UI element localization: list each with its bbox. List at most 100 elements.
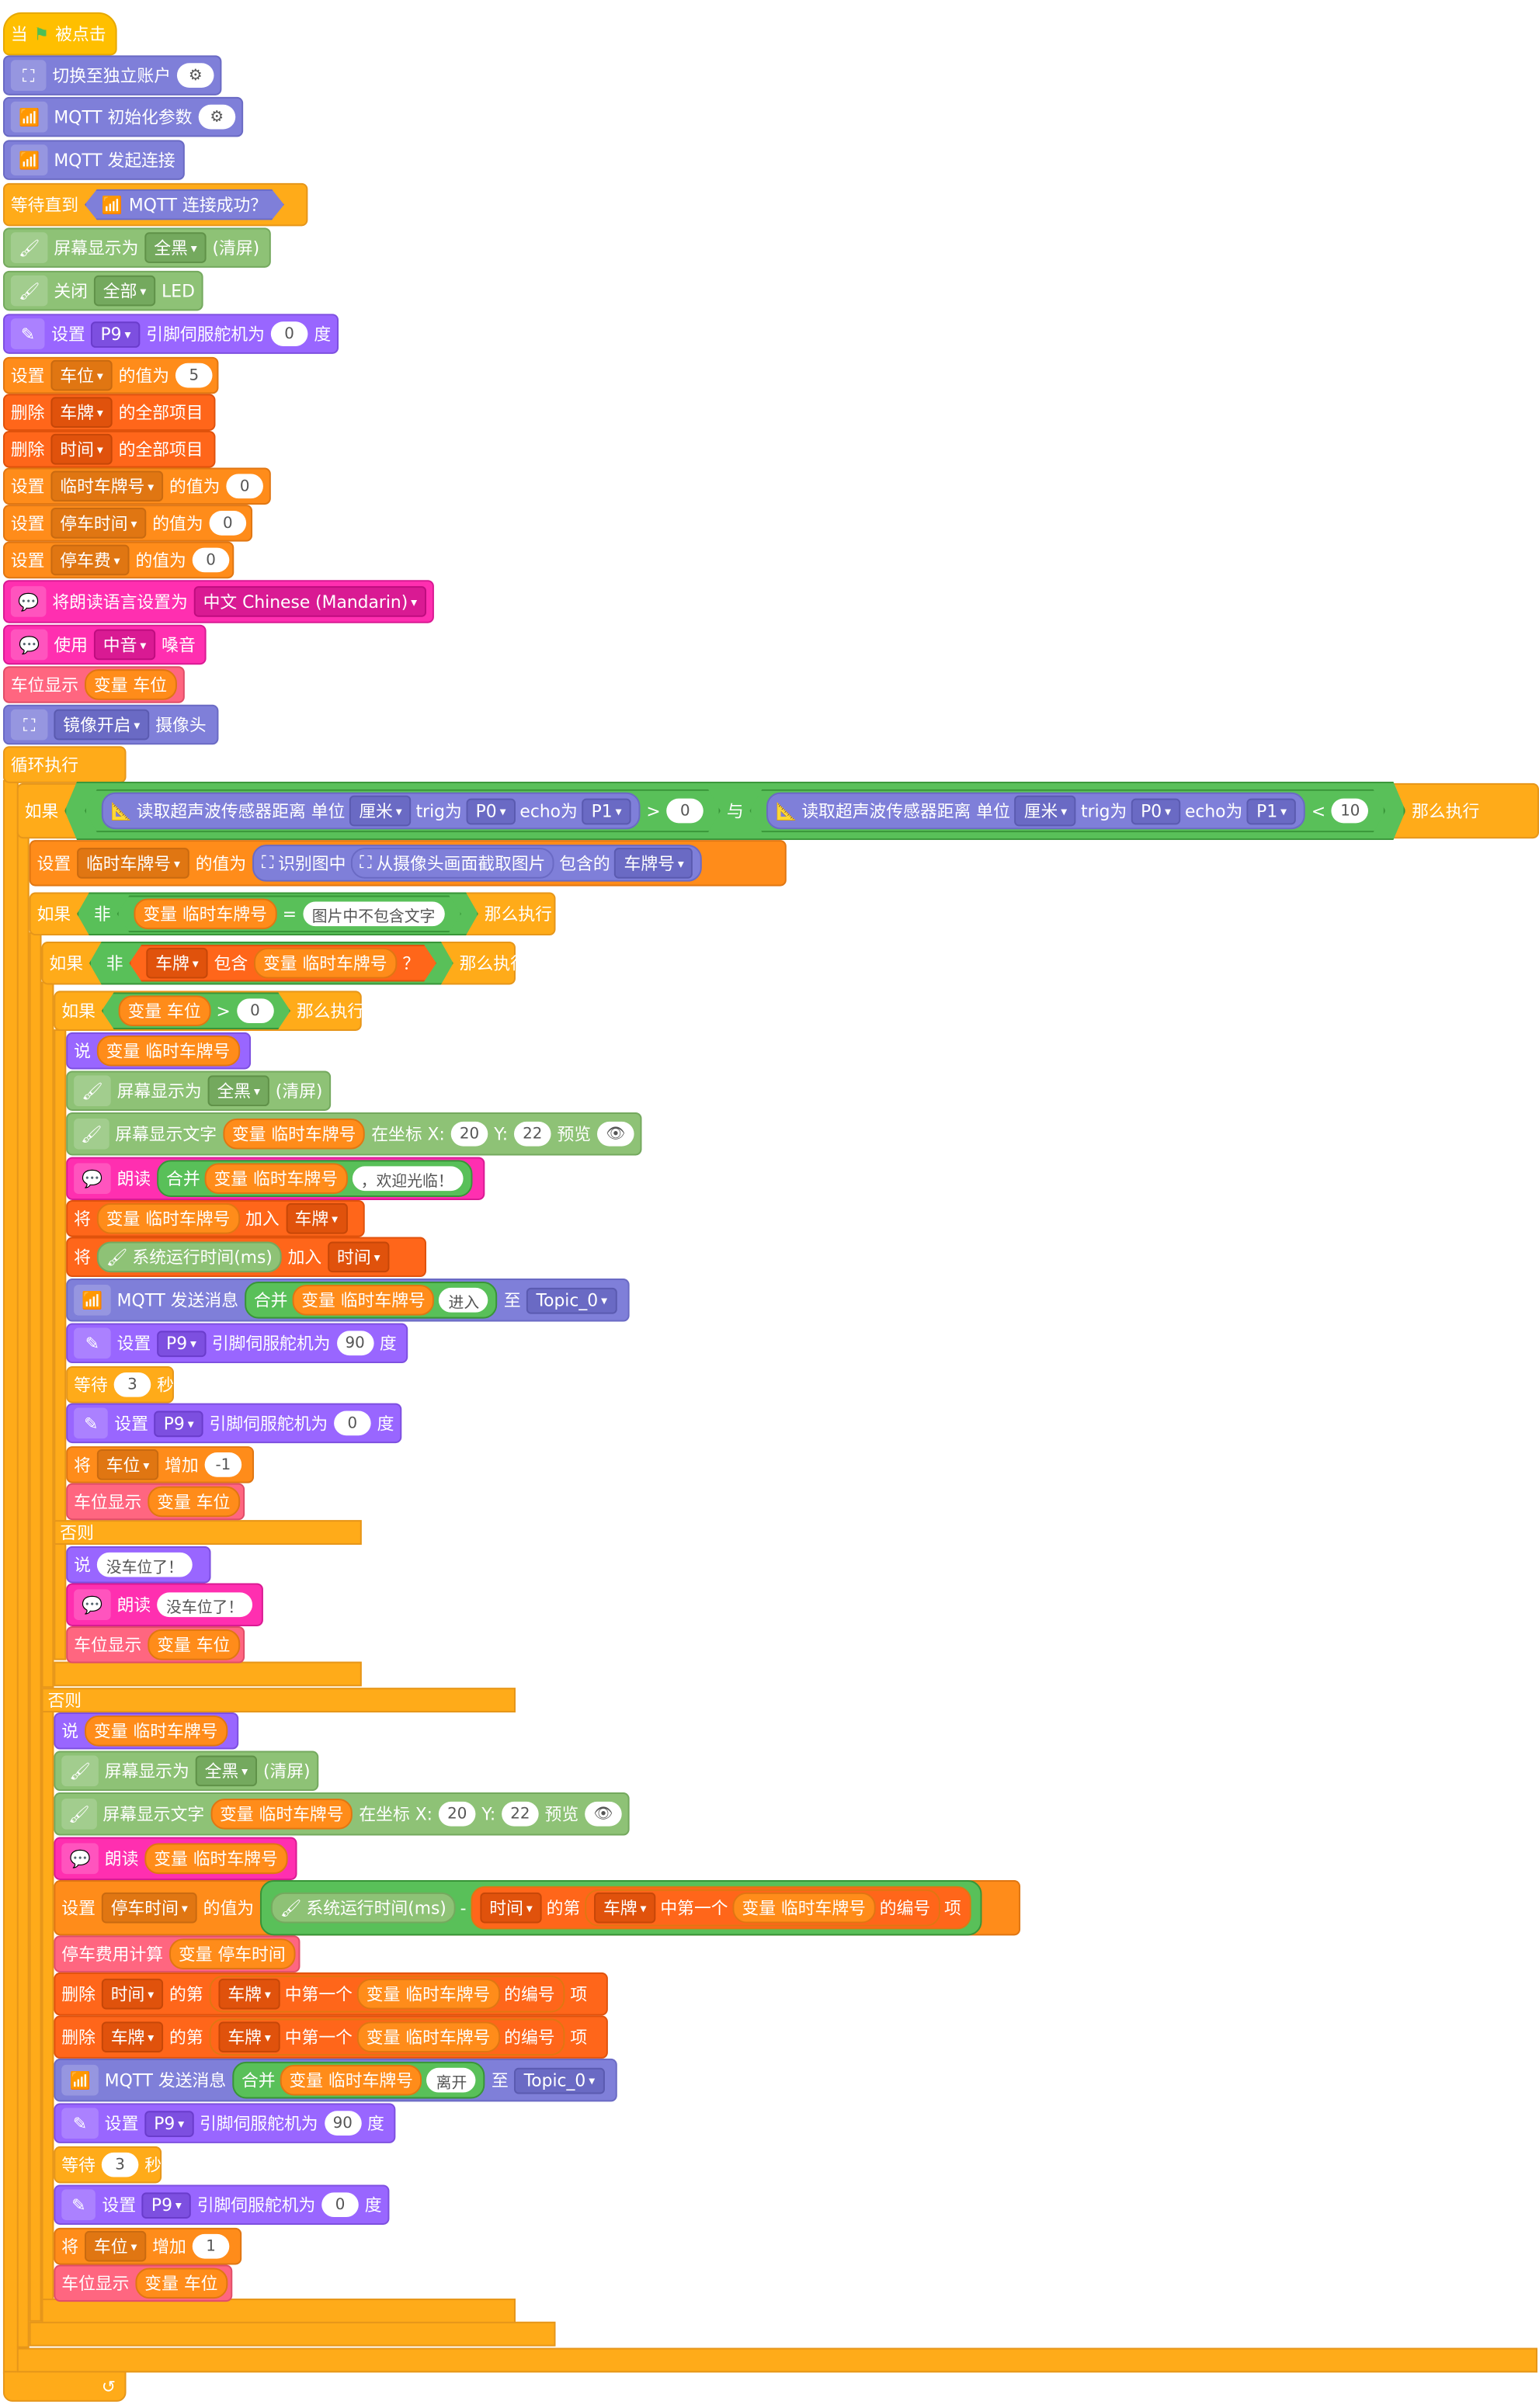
if-space-gt-0-block[interactable]: 如果 变量 车位 > 0 那么执行 [54, 991, 364, 1031]
compare-input[interactable]: 0 [667, 799, 704, 824]
servo-set-0-block[interactable]: ✎ 设置 P9 引脚伺服舵机为 0 度 [66, 1403, 402, 1444]
add-plate-to-list-block[interactable]: 将 变量 临时车牌号 加入 车牌 [66, 1199, 365, 1237]
compare-input[interactable]: 10 [1332, 799, 1369, 824]
mirror-camera-block[interactable]: ⛶ 镜像开启 摄像头 [2, 704, 219, 745]
variable-dropdown[interactable]: 车位 [85, 2230, 147, 2262]
say-temp-plate-block[interactable]: 说 变量 临时车牌号 [66, 1032, 252, 1070]
list-item-reporter[interactable]: 时间 的第 车牌 中第一个 变量 临时车牌号 的编号 项 [471, 1886, 971, 1930]
var-temp-plate-reporter[interactable]: 变量 临时车牌号 [732, 1892, 875, 1924]
list-dropdown[interactable]: 时间 [101, 1978, 164, 2010]
color-dropdown[interactable]: 全黑 [195, 1755, 258, 1787]
screen-display-text-block[interactable]: 🖌 屏幕显示文字 变量 临时车牌号 在坐标 X: 20 Y: 22 预览 👁 [66, 1112, 642, 1156]
gt-condition[interactable]: 📐 读取超声波传感器距离 单位 厘米 trig为 P0 echo为 P1 > 0 [85, 789, 721, 832]
compare-input[interactable]: 0 [237, 998, 274, 1023]
mirror-dropdown[interactable]: 镜像开启 [54, 709, 150, 741]
space-display-block[interactable]: 车位显示 变量 车位 [66, 1626, 245, 1664]
read-ultrasonic-reporter[interactable]: 📐 读取超声波传感器距离 单位 厘米 trig为 P0 echo为 P1 [102, 793, 641, 830]
variable-dropdown[interactable]: 车位 [96, 1449, 159, 1480]
y-input[interactable]: 22 [502, 1801, 539, 1827]
delete-time-item-block[interactable]: 删除 时间 的第 车牌 中第一个 变量 临时车牌号 的编号 项 [54, 1972, 608, 2016]
welcome-text-input[interactable]: ，欢迎光临！ [351, 1166, 463, 1192]
sys-time-reporter[interactable]: 🖌 系统运行时间(ms) [270, 1892, 456, 1924]
mqtt-send-enter-block[interactable]: 📶 MQTT 发送消息 合并 变量 临时车牌号 进入 至 Topic_0 [66, 1279, 630, 1322]
subtract-reporter[interactable]: 🖌 系统运行时间(ms) - 时间 的第 车牌 中第一个 变量 临时车牌号 的编… [259, 1880, 981, 1936]
angle-input[interactable]: 0 [321, 2192, 359, 2218]
topic-dropdown[interactable]: Topic_0 [514, 2066, 605, 2094]
if-ultrasonic-block[interactable]: 如果 📐 读取超声波传感器距离 单位 厘米 trig为 P0 echo为 P1 … [16, 783, 1539, 838]
space-display-block[interactable]: 车位显示 变量 车位 [54, 2264, 233, 2302]
variable-dropdown[interactable]: 车位 [50, 359, 113, 391]
variable-dropdown[interactable]: 停车时间 [101, 1892, 197, 1924]
pin-dropdown[interactable]: P9 [154, 1410, 203, 1437]
recognize-type-dropdown[interactable]: 车牌号 [614, 848, 693, 879]
value-input[interactable]: 0 [209, 511, 247, 536]
not-condition[interactable]: 非 变量 临时车牌号 = 图片中不包含文字 [77, 893, 478, 935]
servo-set-0-block[interactable]: ✎ 设置 P9 引脚伺服舵机为 0 度 [54, 2184, 390, 2225]
recognize-reporter[interactable]: ⛶ 识别图中 ⛶ 从摄像头画面截取图片 包含的 车牌号 [252, 845, 703, 882]
var-temp-plate-reporter[interactable]: 变量 临时车牌号 [356, 1978, 500, 2010]
variable-dropdown[interactable]: 临时车牌号 [50, 470, 164, 502]
angle-input[interactable]: 0 [334, 1410, 371, 1436]
list-dropdown[interactable]: 时间 [50, 433, 113, 465]
list-dropdown[interactable]: 车牌 [594, 1892, 656, 1924]
join-reporter[interactable]: 合并 变量 临时车牌号 ，欢迎光临！ [157, 1160, 472, 1197]
close-led-block[interactable]: 🖌 关闭 全部 LED [2, 270, 203, 311]
set-space-block[interactable]: 设置 车位 的值为 5 [2, 356, 219, 394]
set-parking-time-block[interactable]: 设置 停车时间 的值为 0 [2, 505, 253, 542]
angle-input[interactable]: 90 [324, 2111, 362, 2136]
eye-icon[interactable]: 👁 [597, 1121, 634, 1147]
pin-dropdown[interactable]: P9 [144, 2110, 194, 2137]
say-temp-plate-block[interactable]: 说 变量 临时车牌号 [54, 1712, 239, 1750]
var-temp-plate-reporter[interactable]: 变量 临时车牌号 [254, 948, 396, 979]
screen-show-black-block[interactable]: 🖌 屏幕显示为 全黑 (清屏) [66, 1070, 332, 1112]
space-display-block[interactable]: 车位显示 变量 车位 [66, 1483, 245, 1521]
change-space-plus-block[interactable]: 将 车位 增加 1 [54, 2227, 242, 2265]
variable-dropdown[interactable]: 停车费 [50, 544, 130, 576]
eye-icon[interactable]: 👁 [585, 1801, 622, 1827]
when-flag-clicked-hat[interactable]: 当 ⚑ 被点击 [2, 12, 117, 56]
unit-dropdown[interactable]: 厘米 [1015, 796, 1076, 827]
var-temp-plate-reporter[interactable]: 变量 临时车牌号 [210, 1798, 353, 1830]
read-ultrasonic-reporter[interactable]: 📐 读取超声波传感器距离 单位 厘米 trig为 P0 echo为 P1 [766, 793, 1305, 830]
var-space-reporter[interactable]: 变量 车位 [148, 1629, 240, 1660]
set-parking-time-calc-block[interactable]: 设置 停车时间 的值为 🖌 系统运行时间(ms) - 时间 的第 车牌 中第一个… [54, 1880, 1021, 1936]
y-input[interactable]: 22 [513, 1121, 551, 1147]
var-space-reporter[interactable]: 变量 车位 [135, 2267, 228, 2299]
speak-welcome-block[interactable]: 💬 朗读 合并 变量 临时车牌号 ，欢迎光临！ [66, 1157, 485, 1200]
var-temp-plate-reporter[interactable]: 变量 临时车牌号 [280, 2064, 422, 2096]
servo-set-90-block[interactable]: ✎ 设置 P9 引脚伺服舵机为 90 度 [66, 1323, 408, 1364]
angle-input[interactable]: 90 [336, 1331, 373, 1356]
var-parking-time-reporter[interactable]: 变量 停车时间 [169, 1938, 295, 1969]
color-dropdown[interactable]: 全黑 [207, 1075, 269, 1107]
servo-set-90-block[interactable]: ✎ 设置 P9 引脚伺服舵机为 90 度 [54, 2103, 396, 2143]
var-temp-plate-reporter[interactable]: 变量 临时车牌号 [144, 1843, 287, 1875]
voice-dropdown[interactable]: 中音 [93, 629, 156, 661]
switch-account-block[interactable]: ⛶ 切换至独立账户 ⚙ [2, 55, 222, 95]
list-dropdown[interactable]: 车牌 [218, 2021, 280, 2052]
list-dropdown[interactable]: 车牌 [218, 1978, 280, 2010]
use-voice-block[interactable]: 💬 使用 中音 嗓音 [2, 624, 207, 665]
speak-temp-plate-block[interactable]: 💬 朗读 变量 临时车牌号 [54, 1837, 297, 1881]
gt-condition[interactable]: 变量 车位 > 0 [102, 992, 290, 1029]
increase-input[interactable]: 1 [192, 2233, 230, 2259]
set-temp-plate-block[interactable]: 设置 临时车牌号 的值为 0 [2, 467, 271, 505]
var-temp-plate-reporter[interactable]: 变量 临时车牌号 [85, 1715, 228, 1747]
fee-calc-block[interactable]: 停车费用计算 变量 停车时间 [54, 1935, 301, 1973]
wait-until-block[interactable]: 等待直到 📶 MQTT 连接成功？ [2, 182, 308, 227]
delete-plate-item-block[interactable]: 删除 车牌 的第 车牌 中第一个 变量 临时车牌号 的编号 项 [54, 2015, 608, 2059]
mqtt-init-block[interactable]: 📶 MQTT 初始化参数 ⚙ [2, 96, 244, 137]
sys-time-reporter[interactable]: 🖌 系统运行时间(ms) [96, 1241, 282, 1273]
unit-dropdown[interactable]: 厘米 [349, 796, 411, 827]
compare-text-input[interactable]: 图片中不包含文字 [303, 901, 444, 926]
equals-condition[interactable]: 变量 临时车牌号 = 图片中不包含文字 [117, 896, 461, 933]
say-text-input[interactable]: 没车位了！ [96, 1552, 193, 1577]
mqtt-connected-condition[interactable]: 📶 MQTT 连接成功？ [85, 189, 284, 220]
trig-pin-dropdown[interactable]: P0 [467, 798, 516, 824]
leave-text-input[interactable]: 离开 [426, 2067, 477, 2093]
var-temp-plate-reporter[interactable]: 变量 临时车牌号 [96, 1035, 240, 1067]
echo-pin-dropdown[interactable]: P1 [582, 798, 631, 824]
angle-input[interactable]: 0 [270, 321, 308, 346]
space-display-block[interactable]: 车位显示 变量 车位 [2, 666, 185, 703]
set-speak-language-block[interactable]: 💬 将朗读语言设置为 中文 Chinese (Mandarin) [2, 580, 434, 623]
color-dropdown[interactable]: 全黑 [144, 232, 207, 263]
